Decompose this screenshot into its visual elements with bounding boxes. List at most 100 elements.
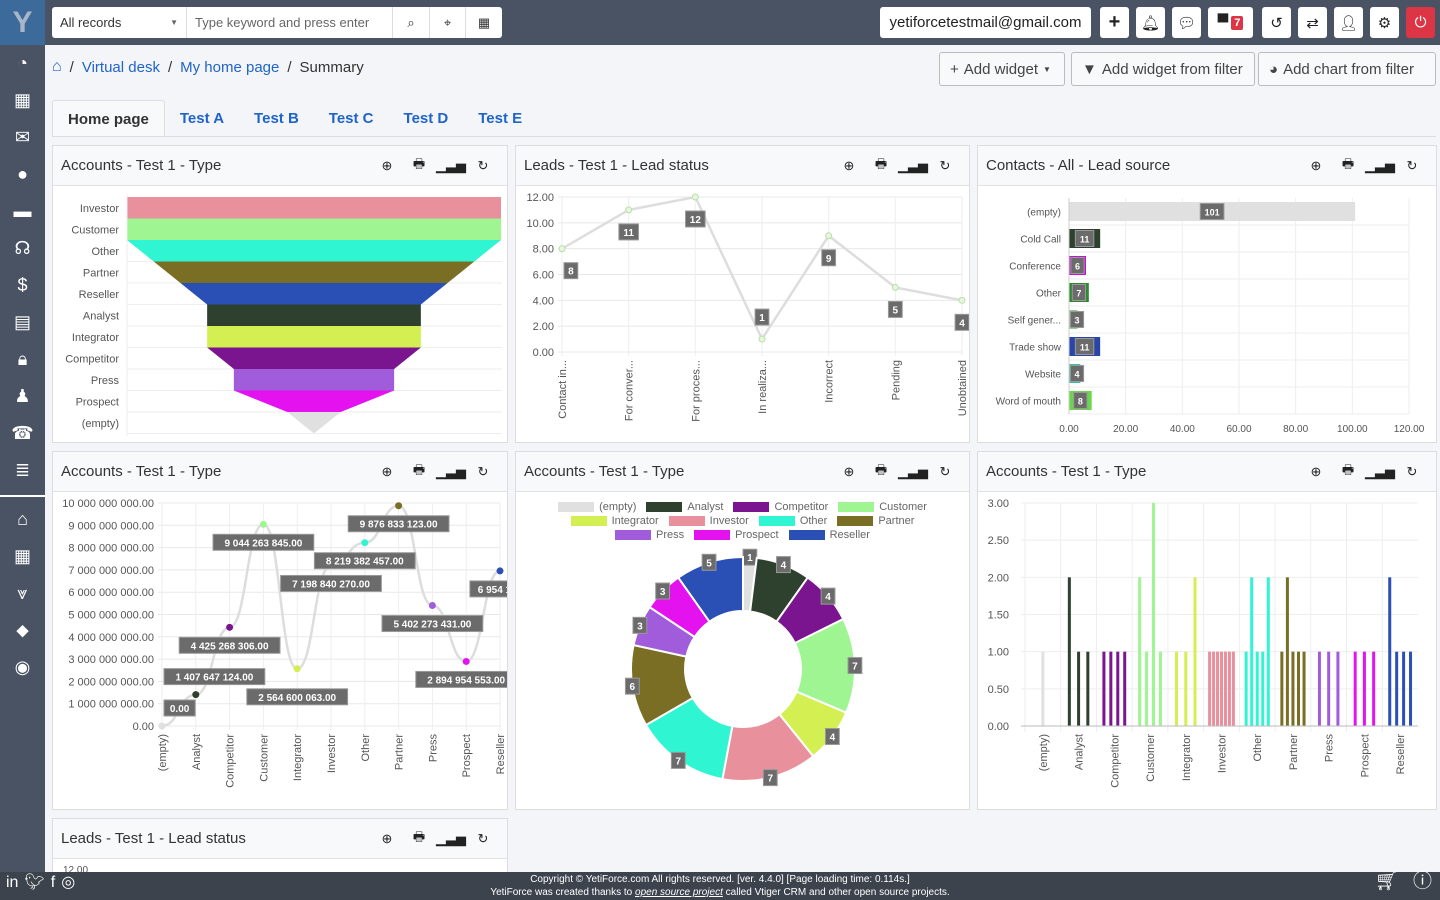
info-icon[interactable]: ⓘ [1412, 871, 1432, 892]
breadcrumb-virtual-desk[interactable]: Virtual desk [81, 58, 160, 76]
refresh-icon[interactable]: ↻ [477, 463, 489, 479]
exchange-icon[interactable]: ⇄ [1298, 7, 1327, 38]
refresh-icon[interactable]: ↻ [1406, 157, 1418, 173]
headset-icon[interactable]: ☊ [14, 238, 31, 258]
print-icon[interactable]: 🖶︎ [412, 828, 426, 844]
legend-item[interactable]: Partner [837, 515, 914, 527]
facebook-icon[interactable]: f [50, 874, 56, 891]
data-label-box [655, 582, 670, 600]
download-icon[interactable]: ⊕ [843, 463, 855, 479]
legend-item[interactable]: (empty) [558, 501, 636, 513]
twitter-icon[interactable]: 🐦︎ [24, 874, 45, 891]
record-filter-select[interactable]: All records ▼ [52, 7, 187, 38]
user-circle-icon[interactable]: ◉ [14, 657, 31, 677]
legend-item[interactable]: Analyst [646, 501, 723, 513]
quick-create-icon[interactable]: + [1100, 7, 1129, 38]
legend-item[interactable]: Other [758, 515, 827, 527]
signal-icon[interactable]: ▁▃▅ [1365, 157, 1395, 173]
download-icon[interactable]: ⊕ [381, 157, 393, 173]
download-icon[interactable]: ⊕ [381, 830, 393, 846]
tab-test-c[interactable]: Test C [328, 110, 374, 127]
print-icon[interactable]: 🖶︎ [874, 461, 888, 477]
gear-icon[interactable]: ⚙ [1370, 7, 1399, 38]
print-icon[interactable]: 🖶︎ [874, 155, 888, 171]
building-icon[interactable]: ▦ [13, 546, 31, 566]
print-icon[interactable]: 🖶︎ [1341, 461, 1355, 477]
cart-icon[interactable]: 🛒︎ [1374, 871, 1399, 892]
refresh-icon[interactable]: ↻ [1406, 463, 1418, 479]
widget-header[interactable]: Leads - Test 1 - Lead status ⊕ 🖶︎ ▁▃▅ ↻ [53, 819, 507, 859]
mail-icon[interactable]: ✉ [14, 127, 31, 147]
download-icon[interactable]: ⊕ [843, 157, 855, 173]
bell-icon[interactable]: 🔔︎ [1136, 7, 1165, 38]
tab-test-d[interactable]: Test D [403, 110, 449, 127]
yetiforce-logo[interactable]: Y [0, 0, 45, 45]
add-widget-from-filter-button[interactable]: ▼ Add widget from filter [1071, 52, 1255, 86]
refresh-icon[interactable]: ↻ [477, 157, 489, 173]
add-chart-from-filter-button[interactable]: ◕ Add chart from filter [1258, 52, 1436, 86]
support-icon[interactable]: ☎ [11, 423, 34, 443]
legend-item[interactable]: Prospect [694, 529, 779, 541]
download-icon[interactable]: ⊕ [1310, 157, 1322, 173]
lock-icon[interactable]: 🔒︎ [17, 349, 28, 369]
tag-icon[interactable]: ⬥ [16, 620, 29, 640]
calendar-button[interactable]: ▀ 7 [1208, 7, 1253, 38]
power-icon[interactable]: ⏻ [1406, 7, 1435, 38]
widget-header[interactable]: Leads - Test 1 - Lead status ⊕ 🖶︎ ▁▃▅ ↻ [516, 146, 969, 186]
download-icon[interactable]: ⊕ [381, 463, 393, 479]
print-icon[interactable]: 🖶︎ [1341, 155, 1355, 171]
search-icon[interactable]: ⌕ [393, 7, 430, 38]
open-source-link[interactable]: open source project [635, 887, 723, 898]
widget-header[interactable]: Accounts - Test 1 - Type ⊕ 🖶︎ ▁▃▅ ↻ [516, 452, 969, 492]
legend-item[interactable]: Integrator [570, 515, 659, 527]
database-icon[interactable]: ≣ [14, 460, 31, 480]
company-icon[interactable]: ▤ [13, 312, 31, 332]
tab-test-b[interactable]: Test B [254, 110, 299, 127]
legend-item[interactable]: Investor [668, 515, 749, 527]
signal-icon[interactable]: ▁▃▅ [436, 463, 466, 479]
home-icon[interactable]: ⌂ [52, 58, 62, 75]
crosshair-icon[interactable]: ⌖ [430, 7, 466, 38]
user-icon[interactable]: 👤︎ [1334, 7, 1363, 38]
refresh-icon[interactable]: ↻ [939, 463, 951, 479]
dollar-icon[interactable]: $ [17, 275, 28, 295]
signal-icon[interactable]: ▁▃▅ [898, 157, 928, 173]
signal-icon[interactable]: ▁▃▅ [436, 830, 466, 846]
building-icon[interactable]: ▦ [13, 90, 31, 110]
legend-item[interactable]: Customer [838, 501, 927, 513]
download-icon[interactable]: ⊕ [1310, 463, 1322, 479]
tab-test-a[interactable]: Test A [179, 110, 225, 127]
tab-test-e[interactable]: Test E [478, 110, 523, 127]
github-icon[interactable]: ◎ [61, 874, 76, 891]
dashboard-icon[interactable]: ◔ [17, 53, 28, 73]
user-cog-icon[interactable]: ♟ [14, 386, 31, 406]
piggy-bank-icon[interactable]: ● [17, 164, 28, 184]
grid-icon[interactable]: ▦ [477, 14, 491, 30]
linkedin-icon[interactable]: in [6, 874, 19, 891]
widget-header[interactable]: Contacts - All - Lead source ⊕ 🖶︎ ▁▃▅ ↻ [978, 146, 1436, 186]
refresh-icon[interactable]: ↻ [477, 830, 489, 846]
print-icon[interactable]: 🖶︎ [412, 461, 426, 477]
legend-item[interactable]: Press [615, 529, 684, 541]
search-input[interactable]: Type keyword and press enter [187, 7, 393, 38]
print-icon[interactable]: 🖶︎ [412, 155, 426, 171]
history-icon[interactable]: ↺ [1262, 7, 1291, 38]
briefcase-icon[interactable]: ▬ [13, 201, 32, 221]
signal-icon[interactable]: ▁▃▅ [436, 157, 466, 173]
widget-header[interactable]: Accounts - Test 1 - Type ⊕ 🖶︎ ▁▃▅ ↻ [53, 452, 507, 492]
widget-header[interactable]: Accounts - Test 1 - Type ⊕ 🖶︎ ▁▃▅ ↻ [53, 146, 507, 186]
breadcrumb-my-home-page[interactable]: My home page [180, 58, 280, 76]
user-email[interactable]: yetiforcetestmail@gmail.com [880, 7, 1091, 38]
chat-icon[interactable]: 💬︎ [1172, 7, 1201, 38]
funnel-icon[interactable]: ⩔ [17, 583, 28, 603]
data-label: 4 425 268 306.00 [191, 641, 269, 652]
refresh-icon[interactable]: ↻ [939, 157, 951, 173]
signal-icon[interactable]: ▁▃▅ [1365, 463, 1395, 479]
legend-item[interactable]: Reseller [788, 529, 870, 541]
add-widget-button[interactable]: + Add widget ▼ [939, 52, 1065, 86]
tab-home-page[interactable]: Home page [52, 100, 165, 136]
widget-header[interactable]: Accounts - Test 1 - Type ⊕ 🖶︎ ▁▃▅ ↻ [978, 452, 1436, 492]
home-icon[interactable]: ⌂ [17, 509, 28, 529]
legend-item[interactable]: Competitor [733, 501, 828, 513]
signal-icon[interactable]: ▁▃▅ [898, 463, 928, 479]
